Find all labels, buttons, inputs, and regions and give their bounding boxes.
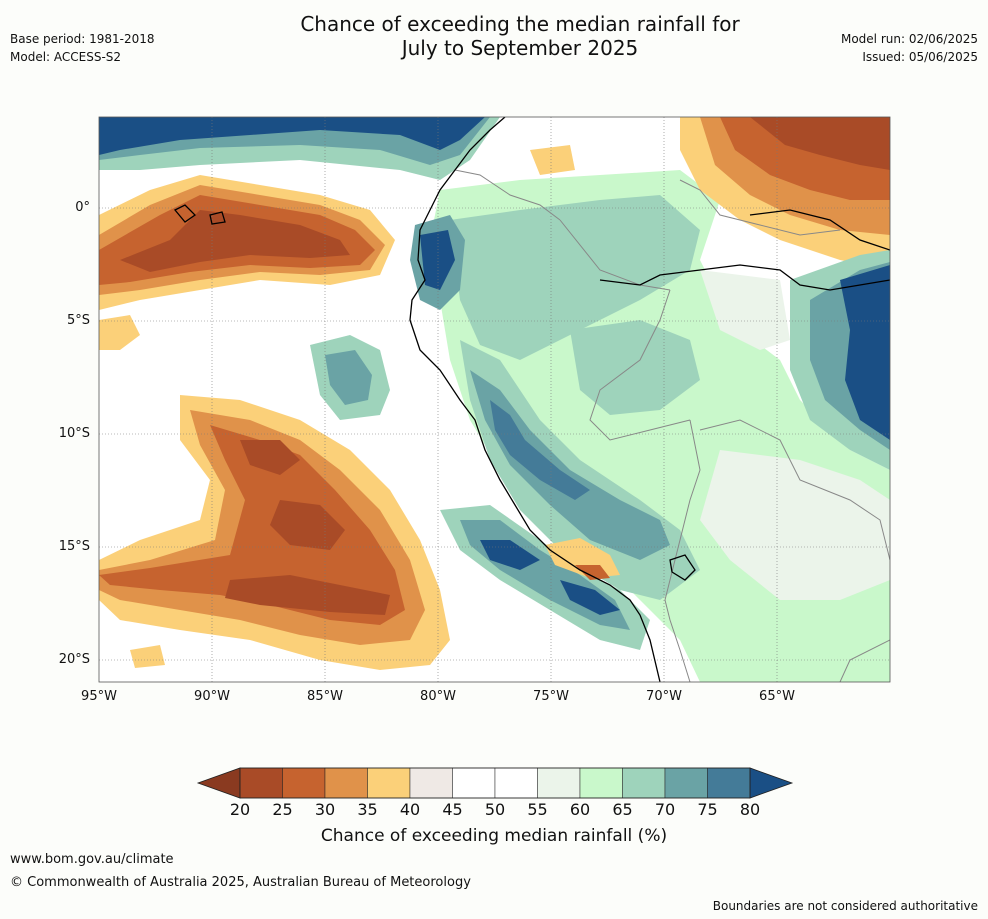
map-frame xyxy=(98,116,891,683)
map-title-line1: Chance of exceeding the median rainfall … xyxy=(300,12,740,36)
region-arequipa-orange-core xyxy=(575,565,610,580)
lat-label: 15°S xyxy=(58,539,90,554)
region-ne-orange-core xyxy=(750,117,890,170)
region-s-orange-inner xyxy=(99,425,405,625)
region-north-orange-small xyxy=(530,145,575,175)
border-colombia-venezuela xyxy=(679,179,841,236)
lat-label: 10°S xyxy=(58,426,90,441)
footer-note: Boundaries are not considered authoritat… xyxy=(712,899,978,913)
lat-label: 5°S xyxy=(66,313,90,328)
colorbar-tick-label: 40 xyxy=(399,800,421,819)
lon-label: 90°W xyxy=(194,689,230,704)
meta-right: Model run: 02/06/2025 Issued: 05/06/2025 xyxy=(841,30,978,66)
colorbar-swatch xyxy=(664,767,708,799)
footer-url[interactable]: www.bom.gov.au/climate xyxy=(10,852,174,867)
region-interior-teal-mid xyxy=(570,320,700,415)
region-mw-teal-core xyxy=(325,350,372,405)
colorbar-tick-label: 55 xyxy=(527,800,548,819)
border-bolivia-chile xyxy=(664,599,691,682)
colorbar-tick-label: 70 xyxy=(654,800,676,819)
coastlines xyxy=(173,117,890,682)
coastline-caribbean xyxy=(749,209,890,251)
coastline-titicaca xyxy=(669,554,696,581)
meta-left: Base period: 1981-2018 Model: ACCESS-S2 xyxy=(10,30,155,66)
border-brazil-bolivia xyxy=(699,419,890,561)
model-run: Model run: 02/06/2025 xyxy=(840,32,978,46)
lon-label: 80°W xyxy=(420,689,456,704)
colorbar-title: Chance of exceeding median rainfall (%) xyxy=(320,826,668,846)
issued-date: Issued: 05/06/2025 xyxy=(862,50,978,64)
colorbar-tick-label: 75 xyxy=(697,800,718,819)
colorbar-tick-label: 65 xyxy=(612,800,633,819)
colorbar-frame xyxy=(239,767,751,799)
lon-label: 65°W xyxy=(759,689,795,704)
region-s-orange-core-2 xyxy=(270,500,345,550)
region-ecuador-blue xyxy=(420,230,455,290)
colorbar-tick-label: 20 xyxy=(229,800,251,819)
region-east-blue-core xyxy=(840,265,890,440)
graticule xyxy=(99,117,890,682)
region-coast-teal-core xyxy=(490,400,590,500)
colorbar-low-arrow xyxy=(196,767,241,799)
coastline-galapagos xyxy=(173,204,226,225)
probability-field xyxy=(99,117,890,682)
colorbar-swatch xyxy=(282,767,326,799)
lat-label: 20°S xyxy=(58,652,90,667)
region-coast-teal-mid xyxy=(470,370,670,560)
colorbar-swatches xyxy=(239,767,751,799)
region-se-pale xyxy=(700,450,890,600)
region-interior-teal-outer xyxy=(450,195,700,360)
national-borders xyxy=(454,169,890,682)
colorbar-high-arrow xyxy=(749,767,794,799)
colorbar xyxy=(196,767,794,799)
colorbar-tick-label: 35 xyxy=(357,800,378,819)
region-s-orange-core-3 xyxy=(225,575,390,615)
lon-label: 70°W xyxy=(646,689,682,704)
lon-label: 95°W xyxy=(81,689,117,704)
colorbar-swatch xyxy=(452,767,496,799)
colorbar-swatch xyxy=(579,767,623,799)
colorbar-swatch xyxy=(537,767,581,799)
colorbar-swatch xyxy=(324,767,368,799)
region-nw-blue-core xyxy=(99,117,485,155)
map-title: Chance of exceeding the median rainfall … xyxy=(200,12,840,60)
lon-label: 85°W xyxy=(307,689,343,704)
region-s-coast-blue-core-2 xyxy=(560,580,620,615)
colorbar-tick-label: 25 xyxy=(272,800,293,819)
base-period: Base period: 1981-2018 xyxy=(10,32,155,46)
coastline-amazon-river xyxy=(599,264,890,291)
colorbar-swatch xyxy=(622,767,666,799)
region-interior-pale xyxy=(700,270,790,350)
region-sw-orange-small xyxy=(130,645,165,668)
border-ecuador-colombia xyxy=(454,169,561,221)
region-s-coast-blue-core xyxy=(480,540,540,570)
colorbar-swatch xyxy=(239,767,283,799)
coastline-pacific xyxy=(409,117,661,682)
colorbar-swatch xyxy=(367,767,411,799)
colorbar-swatch xyxy=(409,767,453,799)
colorbar-tick-label: 30 xyxy=(314,800,336,819)
footer-copyright: © Commonwealth of Australia 2025, Austra… xyxy=(10,875,471,890)
model-name: Model: ACCESS-S2 xyxy=(10,50,122,64)
border-peru-brazil xyxy=(589,289,691,441)
colorbar-tick-label: 80 xyxy=(739,800,761,819)
colorbar-swatch xyxy=(494,767,538,799)
region-s-orange-core-1 xyxy=(240,440,300,475)
lat-label: 0° xyxy=(75,200,90,215)
border-peru-bolivia xyxy=(664,419,701,601)
colorbar-swatch xyxy=(707,767,751,799)
colorbar-tick-label: 45 xyxy=(442,800,463,819)
colorbar-tick-label: 60 xyxy=(569,800,591,819)
map-title-line2: July to September 2025 xyxy=(401,36,639,60)
region-w-orange-small xyxy=(99,315,140,350)
lon-label: 75°W xyxy=(533,689,569,704)
border-bolivia-paraguay xyxy=(839,639,890,682)
colorbar-tick-label: 50 xyxy=(484,800,506,819)
border-peru-colombia xyxy=(559,219,671,291)
region-eq-orange-core xyxy=(120,210,350,272)
